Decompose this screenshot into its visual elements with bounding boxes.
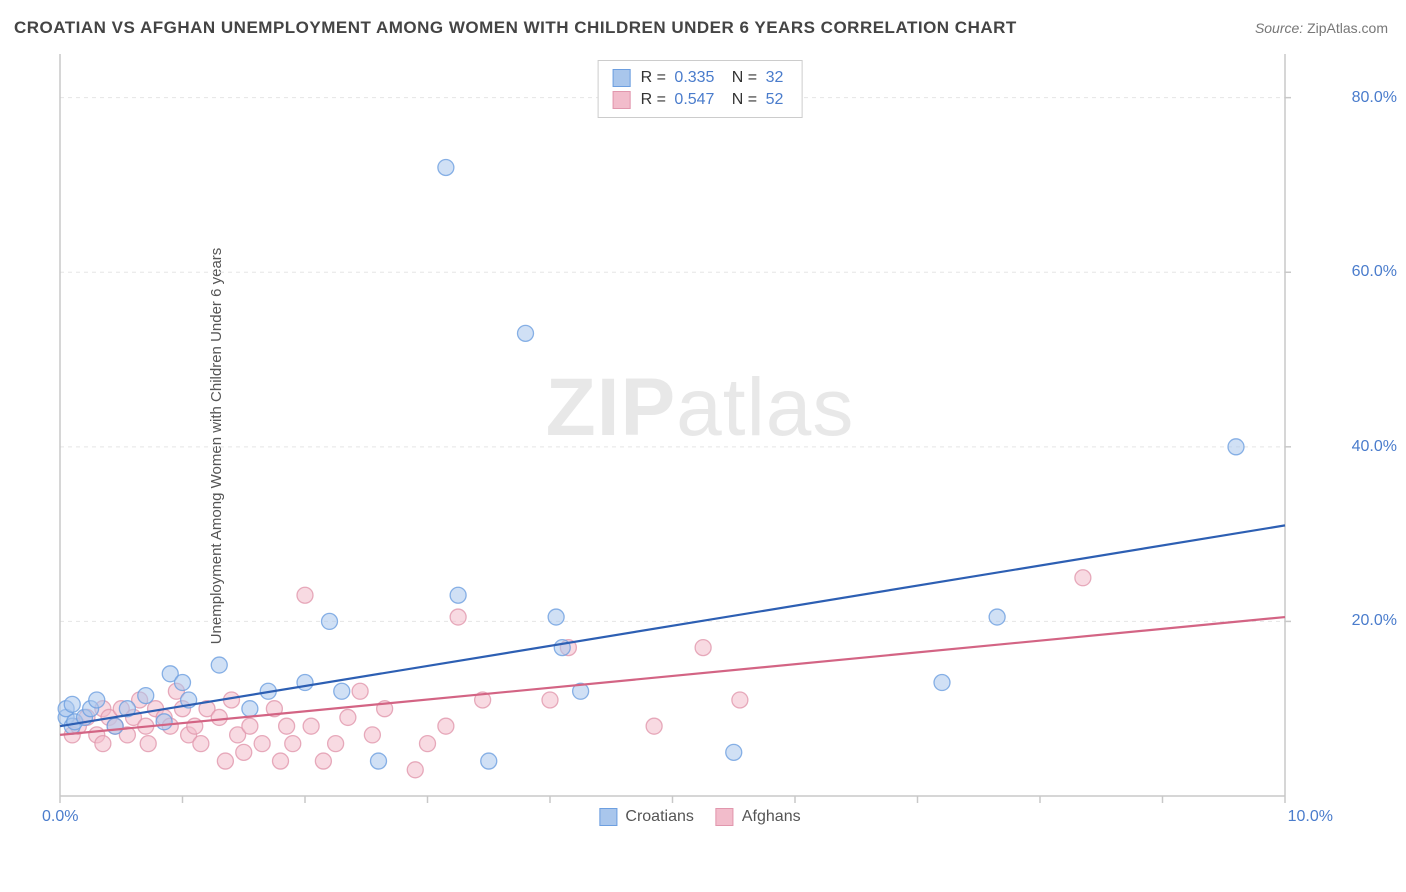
legend-item: Croatians: [599, 808, 693, 826]
legend-stats: R = 0.335 N = 32: [641, 69, 788, 87]
legend-label: Afghans: [742, 808, 801, 826]
legend-swatch: [613, 69, 631, 87]
legend-stats: R = 0.547 N = 52: [641, 91, 788, 109]
legend-label: Croatians: [625, 808, 693, 826]
scatter-plot: [55, 54, 1345, 824]
x-tick-label: 0.0%: [42, 808, 78, 826]
legend-swatch: [599, 808, 617, 826]
y-tick-label: 40.0%: [1352, 438, 1397, 456]
legend-row: R = 0.335 N = 32: [613, 67, 788, 89]
legend-series: Croatians Afghans: [599, 808, 800, 826]
x-tick-label: 10.0%: [1288, 808, 1333, 826]
legend-swatch: [716, 808, 734, 826]
source-attribution: Source: ZipAtlas.com: [1255, 20, 1388, 36]
chart-title: CROATIAN VS AFGHAN UNEMPLOYMENT AMONG WO…: [14, 18, 1017, 38]
source-label: Source:: [1255, 20, 1303, 36]
legend-row: R = 0.547 N = 52: [613, 89, 788, 111]
y-tick-label: 60.0%: [1352, 263, 1397, 281]
source-name: ZipAtlas.com: [1307, 20, 1388, 36]
chart-area: ZIPatlas R = 0.335 N = 32R = 0.547 N = 5…: [55, 54, 1345, 824]
legend-swatch: [613, 91, 631, 109]
y-tick-label: 80.0%: [1352, 89, 1397, 107]
y-tick-label: 20.0%: [1352, 612, 1397, 630]
legend-correlation: R = 0.335 N = 32 R = 0.547 N = 52: [598, 60, 803, 118]
legend-item: Afghans: [716, 808, 801, 826]
